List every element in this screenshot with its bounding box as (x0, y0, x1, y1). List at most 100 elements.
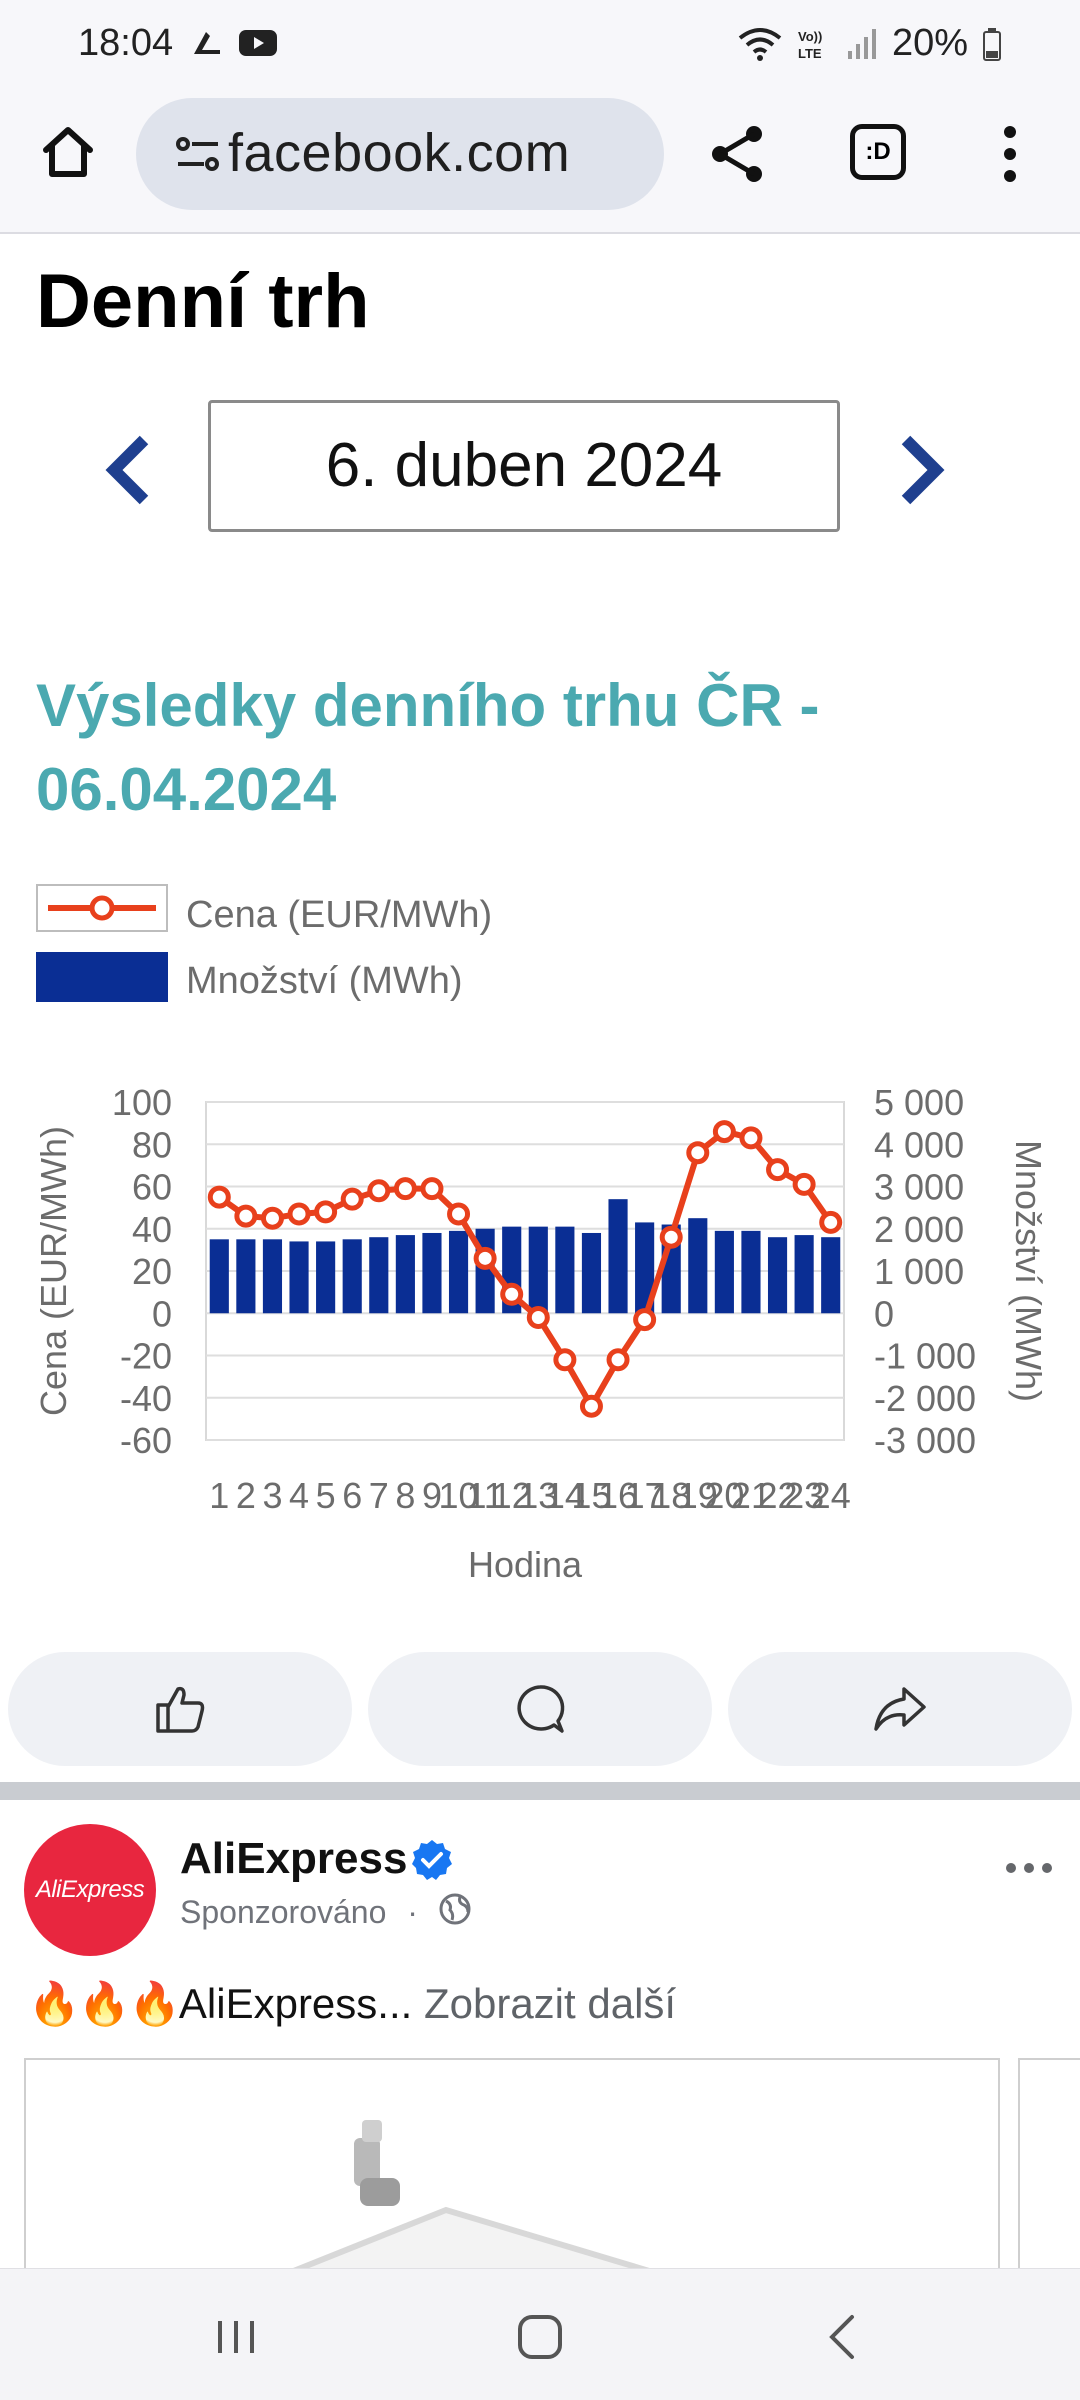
x-tick-label: 8 (395, 1475, 415, 1516)
legend-price-label: Cena (EUR/MWh) (186, 894, 493, 936)
recent-apps-icon[interactable] (206, 2307, 266, 2367)
app-notification-icon (194, 32, 220, 54)
thumbs-up-icon (156, 1686, 205, 1733)
y-right-tick-label: -2 000 (874, 1378, 976, 1419)
volume-bar (289, 1241, 309, 1314)
price-point (314, 1200, 338, 1224)
youtube-icon (239, 30, 277, 56)
x-tick-label: 4 (289, 1475, 309, 1516)
price-point (367, 1179, 391, 1203)
see-more-link[interactable]: Zobrazit další (423, 1980, 677, 2027)
verified-badge-icon (412, 1840, 452, 1880)
price-point (207, 1185, 231, 1209)
y-right-axis-title: Množství (MWh) (1008, 1140, 1049, 1402)
date-selector[interactable]: 6. duben 2024 (208, 400, 840, 532)
post-meta: Sponzorováno · (180, 1894, 418, 1931)
product-card-next[interactable] (1018, 2058, 1080, 2298)
volume-bar (369, 1237, 389, 1314)
volume-bar (581, 1232, 602, 1314)
price-point (260, 1206, 284, 1230)
y-left-tick-label: 20 (132, 1251, 172, 1292)
y-left-tick-label: -40 (120, 1378, 172, 1419)
svg-text:LTE: LTE (798, 46, 822, 61)
post-options-icon[interactable] (1004, 1860, 1054, 1876)
x-tick-label: 24 (811, 1475, 851, 1516)
comment-icon (517, 1685, 565, 1733)
y-left-tick-label: -60 (120, 1420, 172, 1461)
signal-icon (847, 28, 876, 59)
chart-heading: Výsledky denního trhu ČR - 06.04.2024 (36, 672, 820, 823)
volte-icon: Vo)) LTE (798, 29, 822, 61)
price-point (234, 1204, 258, 1228)
fire-emojis: 🔥🔥🔥 (28, 1980, 181, 2027)
tabs-button[interactable]: :D (850, 124, 906, 180)
x-tick-label: 19 (678, 1475, 718, 1516)
volume-bar (688, 1218, 708, 1314)
price-point (287, 1202, 311, 1226)
svg-text:Vo)): Vo)) (798, 29, 822, 44)
feed-divider (0, 1782, 1080, 1800)
share-post-button[interactable] (728, 1652, 1072, 1766)
x-tick-label: 2 (236, 1475, 256, 1516)
volume-bar (608, 1199, 628, 1314)
y-right-tick-label: -3 000 (874, 1420, 976, 1461)
y-left-tick-label: -20 (120, 1336, 172, 1377)
battery-icon (983, 27, 1001, 61)
price-point (553, 1348, 577, 1372)
share-icon[interactable] (706, 122, 770, 186)
x-tick-label: 5 (316, 1475, 336, 1516)
previous-date-icon[interactable] (100, 430, 160, 510)
browser-toolbar: facebook.com :D (0, 90, 1080, 234)
price-point (579, 1394, 603, 1418)
post-body: AliExpress... (178, 1980, 413, 2027)
address-bar[interactable]: facebook.com (136, 98, 664, 210)
volume-bar (342, 1239, 362, 1314)
x-tick-label: 23 (784, 1475, 824, 1516)
price-point (766, 1158, 790, 1182)
more-menu-icon[interactable] (990, 122, 1030, 186)
y-left-tick-label: 40 (132, 1209, 172, 1250)
price-point (500, 1282, 524, 1306)
volume-bar (209, 1239, 229, 1314)
x-tick-label: 18 (651, 1475, 691, 1516)
like-button[interactable] (8, 1652, 352, 1766)
home-icon[interactable] (36, 120, 100, 184)
price-point (659, 1225, 683, 1249)
site-settings-icon[interactable] (176, 136, 220, 172)
product-card[interactable] (24, 2058, 1000, 2298)
x-tick-label: 17 (625, 1475, 665, 1516)
globe-icon (439, 1893, 471, 1925)
x-tick-label: 9 (422, 1475, 442, 1516)
product-image (244, 2120, 747, 2298)
volume-bar (236, 1239, 256, 1314)
legend-price-swatch (36, 884, 168, 932)
x-tick-label: 20 (704, 1475, 744, 1516)
price-point (606, 1348, 630, 1372)
y-left-tick-label: 0 (152, 1293, 172, 1334)
price-point (340, 1187, 364, 1211)
volume-bar (555, 1226, 575, 1314)
back-icon[interactable] (814, 2307, 874, 2367)
share-arrow-icon (874, 1687, 926, 1731)
price-point (739, 1126, 763, 1150)
next-date-icon[interactable] (890, 430, 950, 510)
price-point (393, 1177, 417, 1201)
system-navigation-bar (0, 2268, 1080, 2400)
volume-bar (821, 1237, 841, 1314)
x-tick-label: 12 (492, 1475, 532, 1516)
price-point (712, 1120, 736, 1144)
avatar[interactable]: AliExpress (24, 1824, 156, 1956)
volume-bar (316, 1241, 336, 1314)
y-left-tick-label: 100 (112, 1082, 172, 1123)
comment-button[interactable] (368, 1652, 712, 1766)
post-text: 🔥🔥🔥AliExpress... Zobrazit další (28, 1980, 676, 2029)
price-point (686, 1141, 710, 1165)
battery-percent: 20% (891, 22, 968, 64)
home-nav-icon[interactable] (510, 2307, 570, 2367)
post-author[interactable]: AliExpress (180, 1834, 408, 1883)
y-right-tick-label: 3 000 (874, 1167, 964, 1208)
y-right-tick-label: 1 000 (874, 1251, 964, 1292)
volume-bar (448, 1230, 469, 1314)
x-tick-label: 10 (439, 1475, 479, 1516)
